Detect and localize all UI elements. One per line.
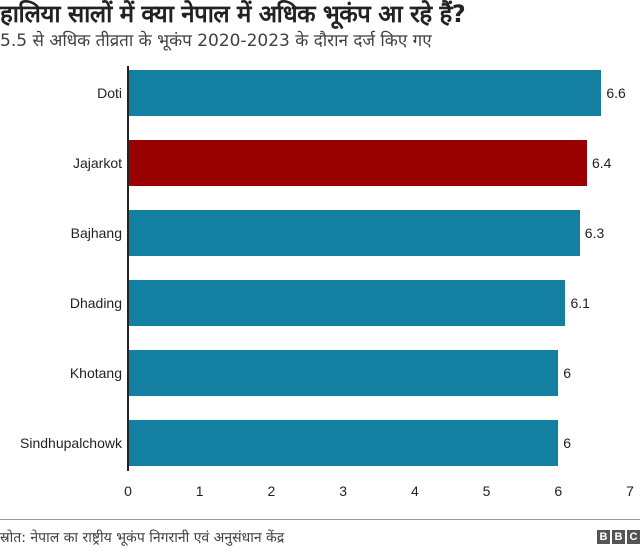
chart-subtitle: 5.5 से अधिक तीव्रता के भूकंप 2020-2023 क… [0,31,432,51]
bbc-logo: B B C [597,530,640,544]
x-tick-label: 7 [626,483,634,499]
x-tick-label: 0 [124,483,132,499]
bar-doti [129,70,602,116]
bar-jajarkot [129,140,587,186]
x-tick-label: 5 [482,483,491,499]
bar-khotang [129,350,559,396]
value-label: 6.3 [584,225,605,241]
chart-title: हालिया सालों में क्या नेपाल में अधिक भूक… [0,0,466,28]
value-label: 6 [563,365,572,381]
bar-dhading [129,280,566,326]
x-tick-label: 6 [554,483,563,499]
value-label: 6.4 [591,155,612,171]
x-tick-label: 2 [267,483,276,499]
category-label: Dhading [69,295,122,311]
footer-divider [0,519,640,520]
value-label: 6.6 [606,85,626,101]
value-label: 6 [563,435,572,451]
x-tick-label: 1 [195,483,204,499]
x-tick-label: 4 [410,483,419,499]
bbc-logo-letter: B [597,530,610,544]
category-label: Khotang [69,365,122,381]
y-axis-line [127,66,129,471]
category-label: Sindhupalchowk [20,435,122,451]
value-label: 6.1 [570,295,590,311]
category-label: Doti [97,85,122,101]
source-note: स्रोत: नेपाल का राष्ट्रीय भूकंप निगरानी … [0,530,285,546]
category-label: Bajhang [70,225,122,241]
bar-bajhang [129,210,580,256]
bar-sindhupalchowk [129,420,559,466]
bbc-logo-letter: B [612,530,625,544]
x-tick-label: 3 [339,483,348,499]
category-label: Jajarkot [72,155,122,171]
bbc-logo-letter: C [627,530,640,544]
